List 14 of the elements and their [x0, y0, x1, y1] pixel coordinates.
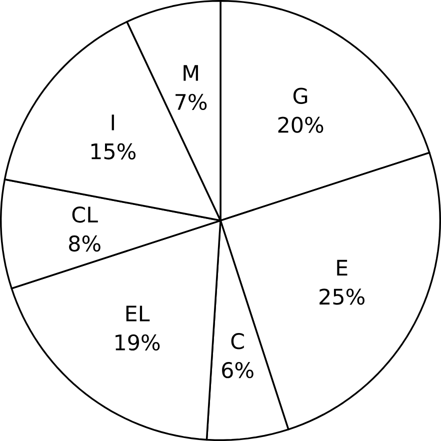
slice-label: EL	[126, 306, 150, 322]
slice-label: CL	[72, 206, 98, 223]
data-label: 25%	[320, 288, 364, 305]
data-label: 20%	[278, 116, 324, 133]
data-label: 19%	[116, 334, 160, 351]
data-label: 8%	[69, 235, 100, 252]
data-label: 6%	[222, 362, 254, 378]
data-label: 7%	[176, 94, 207, 110]
slice-label: E	[337, 260, 348, 276]
slice-label: I	[112, 114, 114, 130]
slice-label: G	[293, 88, 308, 104]
slice-label: C	[231, 333, 244, 350]
slice-label: M	[184, 65, 198, 81]
data-label: 15%	[91, 143, 136, 160]
